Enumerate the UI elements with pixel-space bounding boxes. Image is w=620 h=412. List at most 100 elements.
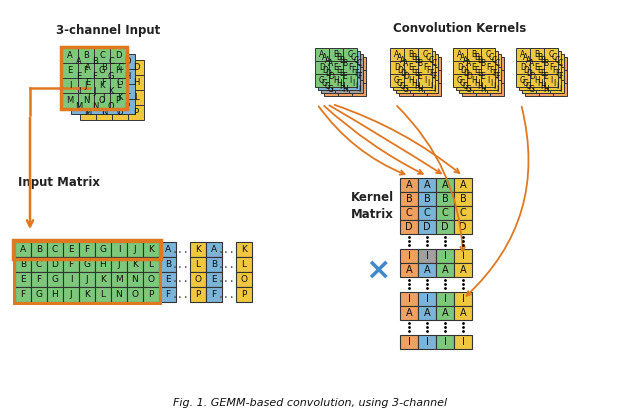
Text: F: F bbox=[20, 290, 25, 299]
Bar bbox=[318, 51, 332, 64]
Text: B: B bbox=[544, 59, 549, 68]
Bar bbox=[119, 54, 135, 69]
Bar bbox=[462, 70, 476, 83]
Text: A: A bbox=[76, 57, 82, 66]
Text: E: E bbox=[538, 66, 542, 75]
Bar bbox=[424, 80, 438, 93]
Text: G: G bbox=[397, 79, 403, 88]
Text: F: F bbox=[555, 69, 559, 78]
Text: I: I bbox=[443, 294, 446, 304]
Bar bbox=[530, 48, 544, 61]
Bar bbox=[315, 74, 329, 87]
Bar bbox=[476, 70, 490, 83]
Text: I: I bbox=[496, 85, 498, 94]
Bar bbox=[530, 61, 544, 74]
Bar bbox=[31, 257, 47, 272]
Text: F: F bbox=[348, 63, 352, 72]
Text: E: E bbox=[534, 63, 539, 72]
Bar bbox=[349, 80, 363, 93]
Text: A: A bbox=[401, 56, 405, 65]
Text: G: G bbox=[463, 82, 469, 91]
Bar bbox=[553, 70, 567, 83]
Text: G: G bbox=[35, 290, 43, 299]
Bar bbox=[390, 74, 404, 87]
Text: M: M bbox=[66, 96, 74, 105]
Text: B: B bbox=[534, 50, 539, 59]
Text: G: G bbox=[108, 72, 114, 81]
Text: F: F bbox=[211, 290, 216, 299]
Text: C: C bbox=[441, 208, 448, 218]
Bar bbox=[127, 287, 143, 302]
Text: G: G bbox=[523, 79, 529, 88]
Bar bbox=[424, 67, 438, 80]
Text: E: E bbox=[412, 66, 417, 75]
Text: F: F bbox=[357, 72, 361, 81]
Bar bbox=[47, 272, 63, 287]
Bar bbox=[128, 75, 144, 90]
Bar bbox=[110, 63, 126, 78]
Bar bbox=[427, 70, 441, 83]
Text: A: A bbox=[211, 245, 217, 254]
Text: F: F bbox=[486, 63, 490, 72]
Text: Fig. 1. GEMM-based convolution, using 3-channel: Fig. 1. GEMM-based convolution, using 3-… bbox=[173, 398, 447, 408]
Text: I: I bbox=[443, 337, 446, 347]
Bar bbox=[399, 57, 413, 70]
Bar bbox=[206, 287, 222, 302]
Text: G: G bbox=[529, 85, 535, 94]
Bar bbox=[421, 64, 435, 77]
Bar bbox=[143, 257, 159, 272]
Bar bbox=[338, 57, 352, 70]
Bar bbox=[95, 272, 111, 287]
Bar bbox=[519, 64, 533, 77]
Text: G: G bbox=[319, 76, 325, 85]
Text: A: A bbox=[397, 53, 402, 62]
Bar bbox=[352, 70, 366, 83]
Text: F: F bbox=[102, 78, 107, 87]
Text: C: C bbox=[108, 57, 114, 66]
Text: A: A bbox=[394, 50, 400, 59]
Bar bbox=[119, 84, 135, 99]
Bar bbox=[519, 51, 533, 64]
Text: F: F bbox=[84, 245, 89, 254]
Text: E: E bbox=[475, 66, 479, 75]
Bar bbox=[400, 206, 418, 220]
Text: E: E bbox=[480, 72, 485, 81]
Text: ...: ... bbox=[171, 274, 189, 285]
Bar bbox=[343, 48, 357, 61]
Text: D: D bbox=[51, 260, 58, 269]
Text: D: D bbox=[394, 63, 400, 72]
Bar bbox=[47, 257, 63, 272]
Text: H: H bbox=[414, 82, 420, 91]
Bar bbox=[71, 99, 87, 114]
Bar bbox=[467, 74, 481, 87]
Text: F: F bbox=[549, 63, 553, 72]
Bar bbox=[31, 287, 47, 302]
Text: C: C bbox=[492, 56, 497, 65]
Text: K: K bbox=[132, 260, 138, 269]
Bar bbox=[400, 249, 418, 263]
Text: E: E bbox=[68, 245, 74, 254]
Text: B: B bbox=[20, 260, 26, 269]
Bar bbox=[78, 93, 94, 108]
Text: I: I bbox=[355, 82, 357, 91]
Text: H: H bbox=[100, 260, 107, 269]
Bar bbox=[421, 51, 435, 64]
Text: O: O bbox=[195, 275, 202, 284]
Text: L: L bbox=[134, 93, 138, 102]
Bar bbox=[79, 242, 95, 257]
Text: H: H bbox=[543, 85, 549, 94]
Text: G: G bbox=[51, 275, 58, 284]
Bar bbox=[436, 220, 454, 234]
Text: B: B bbox=[334, 50, 339, 59]
Text: F: F bbox=[426, 66, 430, 75]
Bar bbox=[522, 67, 536, 80]
Bar bbox=[536, 54, 550, 67]
Bar bbox=[94, 78, 110, 93]
Bar bbox=[47, 287, 63, 302]
Text: F: F bbox=[166, 290, 171, 299]
Text: E: E bbox=[541, 69, 546, 78]
Bar bbox=[343, 74, 357, 87]
Bar bbox=[315, 48, 329, 61]
Text: F: F bbox=[489, 66, 493, 75]
Text: I: I bbox=[425, 337, 428, 347]
